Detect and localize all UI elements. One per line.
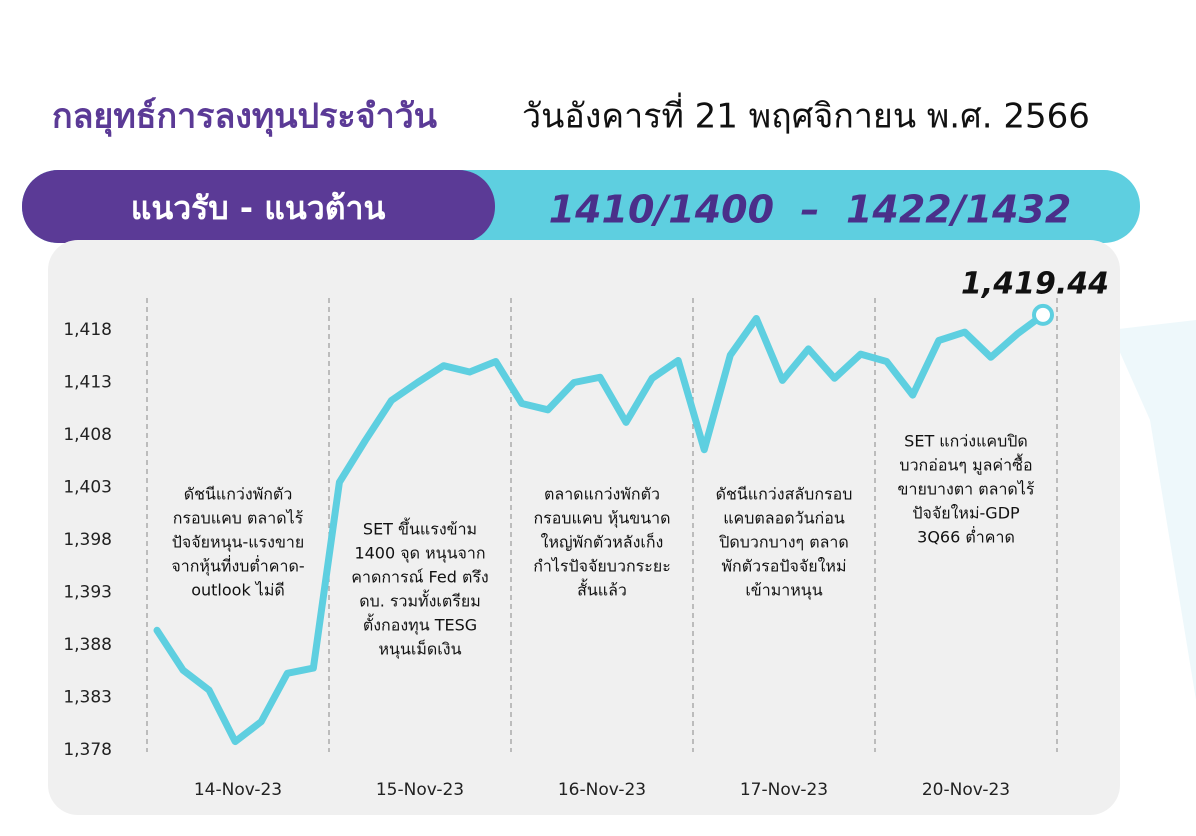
y-tick-label: 1,383 — [63, 688, 112, 708]
annotation: ปัจจัยใหม่-GDP — [912, 504, 1020, 523]
y-tick-label: 1,418 — [63, 320, 112, 340]
annotation: กรอบแคบ หุ้นขนาด — [533, 509, 670, 529]
y-tick-label: 1,413 — [63, 373, 112, 393]
x-tick-label: 17-Nov-23 — [740, 780, 828, 800]
annotation: สั้นแล้ว — [577, 579, 627, 600]
annotation: บวกอ่อนๆ มูลค่าซื้อ — [899, 454, 1032, 476]
annotation: outlook ไม่ดี — [191, 581, 285, 600]
annotation: หนุนเม็ดเงิน — [378, 639, 461, 660]
annotation: 1400 จุด หนุนจาก — [354, 544, 485, 564]
annotation: กรอบแคบ ตลาดไร้ — [173, 509, 304, 528]
annotation: ดัชนีแกว่งพักตัว — [184, 485, 293, 504]
end-marker — [1032, 303, 1054, 326]
title: กลยุทธ์การลงทุนประจำวัน — [52, 97, 437, 138]
value-label: 1,419.44 — [961, 266, 1109, 301]
annotation: ตั้งกองทุน TESG — [363, 614, 477, 636]
annotation: เข้ามาหนุน — [745, 581, 822, 601]
banner-label: แนวรับ - แนวต้าน — [131, 189, 386, 227]
annotation: กำไรปัจจัยบวกระยะ — [533, 557, 671, 576]
annotation: แคบตลอดวันก่อน — [723, 509, 845, 528]
annotation: SET ขึ้นแรงข้าม — [363, 518, 477, 539]
annotation: ดบ. รวมทั้งเตรียม — [359, 590, 481, 611]
annotation: ตลาดแกว่งพักตัว — [544, 485, 660, 504]
annotation: คาดการณ์ Fed ตรึง — [351, 568, 488, 587]
annotation: 3Q66 ต่ำคาด — [917, 526, 1015, 547]
annotation: SET แกว่งแคบปิด — [904, 432, 1028, 451]
annotation: จากหุ้นที่งบต่ำคาด- — [171, 555, 304, 577]
y-tick-label: 1,403 — [63, 478, 112, 498]
x-tick-label: 16-Nov-23 — [558, 780, 646, 800]
annotation: ปัจจัยหนุน-แรงขาย — [172, 533, 305, 553]
date: วันอังคารที่ 21 พฤศจิกายน พ.ศ. 2566 — [522, 93, 1090, 137]
y-tick-label: 1,408 — [63, 425, 112, 445]
annotation: ดัชนีแกว่งสลับกรอบ — [716, 485, 853, 504]
x-tick-label: 20-Nov-23 — [922, 780, 1010, 800]
banner-levels: 1410/1400 – 1422/1432 — [549, 188, 1072, 232]
chart-panel — [48, 240, 1120, 815]
annotation: พักตัวรอปัจจัยใหม่ — [722, 557, 847, 576]
annotation: ขายบางตา ตลาดไร้ — [898, 480, 1035, 499]
banner-label-bg — [22, 170, 495, 243]
decoration — [1110, 320, 1196, 700]
plot: 1,378 1,383 1,388 1,393 1,398 1,403 1,408 1,413… — [63, 266, 1109, 800]
y-tick-label: 1,388 — [63, 635, 112, 655]
x-tick-label: 14-Nov-23 — [194, 780, 282, 800]
y-tick-label: 1,378 — [63, 740, 112, 760]
y-tick-label: 1,393 — [63, 583, 112, 603]
annotation: ปิดบวกบางๆ ตลาด — [719, 533, 849, 552]
annotation: ใหญ่พักตัวหลังเก็ง — [541, 532, 664, 552]
x-tick-label: 15-Nov-23 — [376, 780, 464, 800]
line — [153, 311, 1047, 746]
y-tick-label: 1,398 — [63, 530, 112, 550]
